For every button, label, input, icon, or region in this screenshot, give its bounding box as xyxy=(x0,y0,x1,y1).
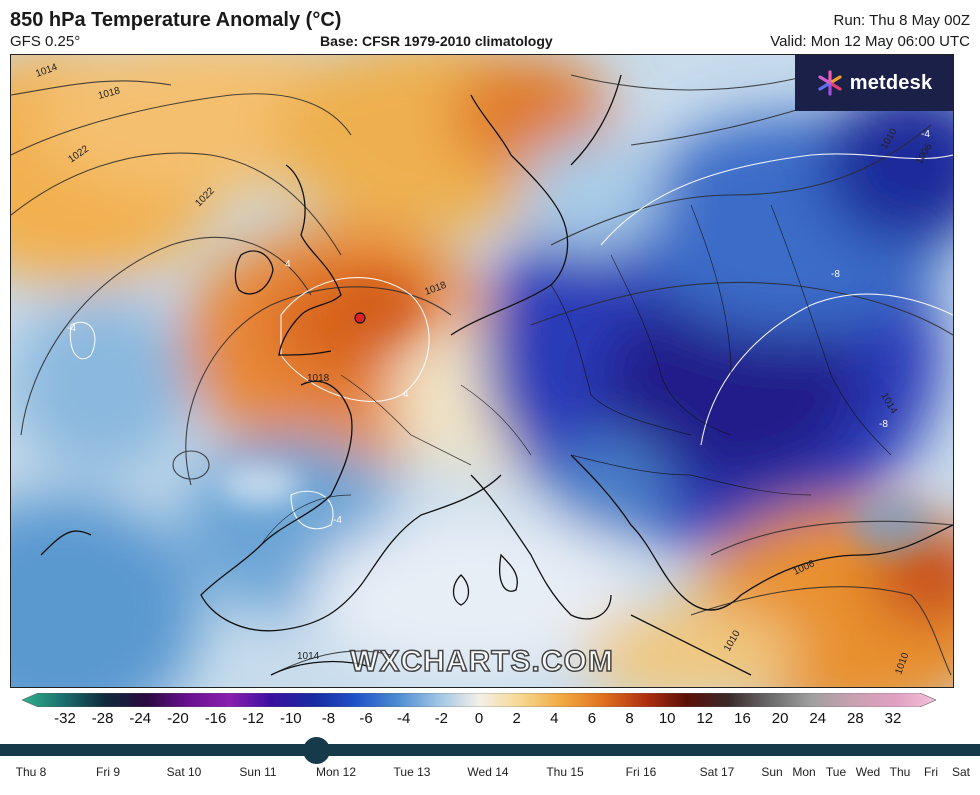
timeline-day-0[interactable]: Thu 8 xyxy=(15,765,47,779)
timeline-day-11[interactable]: Mon xyxy=(792,765,816,779)
colorbar-tick-label: -8 xyxy=(321,710,336,727)
colorbar-tick-label: 6 xyxy=(587,710,597,727)
map-canvas: 1014 1018 1022 1022 1018 1018 1010 1006 … xyxy=(11,55,953,687)
chart-title: 850 hPa Temperature Anomaly (°C) xyxy=(10,9,342,31)
model-label: GFS 0.25° xyxy=(10,33,81,50)
colorbar-tick-label: -10 xyxy=(279,710,302,727)
watermark: WXCHARTS.COM xyxy=(349,644,614,679)
colorbar-tick-label: -12 xyxy=(242,710,265,727)
anomaly-label: -4 xyxy=(921,129,930,140)
timeline-day-7[interactable]: Thu 15 xyxy=(546,765,584,779)
timeline-day-8[interactable]: Fri 16 xyxy=(625,765,657,779)
country-borders xyxy=(260,204,892,546)
timeline-day-16[interactable]: Sat xyxy=(951,765,971,779)
anomaly-field xyxy=(11,55,953,687)
run-time: Run: Thu 8 May 00Z xyxy=(833,12,970,29)
isobar-label: 1018 xyxy=(307,373,330,384)
timeline-day-14[interactable]: Thu xyxy=(889,765,911,779)
location-marker[interactable] xyxy=(354,312,366,324)
timeline-day-9[interactable]: Sat 17 xyxy=(699,765,735,779)
timeline-day-6[interactable]: Wed 14 xyxy=(467,765,509,779)
colorbar-labels: -32 -28 -24 -20 -16 -12 -10 -8 -6 -4 -2 0 2 4 6 8 10 12 16… xyxy=(0,710,980,730)
colorbar-tick-label: 28 xyxy=(847,710,864,727)
timeline-day-15[interactable]: Fri xyxy=(924,765,938,779)
timeline-day-5[interactable]: Tue 13 xyxy=(393,765,431,779)
colorbar-tick-label: 12 xyxy=(696,710,714,727)
anomaly-map[interactable]: 1014 1018 1022 1022 1018 1018 1010 1006 … xyxy=(10,54,954,688)
colorbar-tick-label: 16 xyxy=(734,710,751,727)
colorbar-tick-label: -24 xyxy=(129,710,152,727)
anomaly-label: -4 xyxy=(333,515,342,526)
timeline-day-12[interactable]: Tue xyxy=(825,765,847,779)
timeline-day-1[interactable]: Fri 9 xyxy=(96,765,120,779)
colorbar-tick-label: -6 xyxy=(359,710,373,727)
metdesk-spark-icon xyxy=(818,70,842,96)
climatology-base: Base: CFSR 1979-2010 climatology xyxy=(320,33,553,49)
timeline-day-3[interactable]: Sun 11 xyxy=(239,765,277,779)
timeline-slider-handle[interactable] xyxy=(303,737,330,764)
colorbar-tick-label: -2 xyxy=(434,710,449,727)
isobar-label: 1014 xyxy=(297,651,320,662)
colorbar-tick-label: -32 xyxy=(54,710,76,727)
colorbar-tick-label: 24 xyxy=(809,710,827,727)
timeline-track[interactable] xyxy=(0,744,980,756)
timeline-days: Thu 8 Fri 9 Sat 10 Sun 11 Mon 12 Tue 13 Wed 14… xyxy=(0,765,980,785)
timeline-day-4[interactable]: Mon 12 xyxy=(315,765,357,779)
colorbar-tick-label: -28 xyxy=(91,710,114,727)
colorbar-tick-label: 8 xyxy=(625,710,634,727)
coastlines xyxy=(40,74,953,676)
timeline-day-10[interactable]: Sun xyxy=(761,765,783,779)
anomaly-label: 4 xyxy=(285,259,291,270)
logo-text: metdesk xyxy=(849,71,933,94)
chart-header: 850 hPa Temperature Anomaly (°C) GFS 0.2… xyxy=(0,0,980,54)
timeline-day-13[interactable]: Wed xyxy=(855,765,881,779)
colorbar-tick-label: -16 xyxy=(204,710,227,727)
colorbar-tick-label: -4 xyxy=(397,710,411,727)
timeline-day-2[interactable]: Sat 10 xyxy=(166,765,202,779)
anomaly-label: 4 xyxy=(403,389,409,400)
anomaly-label: -4 xyxy=(67,323,76,334)
valid-time: Valid: Mon 12 May 06:00 UTC xyxy=(770,33,970,50)
anomaly-contours xyxy=(69,153,953,530)
colorbar-tick-label: 2 xyxy=(512,710,521,727)
colorbar-tick-label: 20 xyxy=(771,710,789,727)
isobars xyxy=(11,74,953,676)
colorbar-svg xyxy=(21,692,937,708)
colorbar-tick-label: 0 xyxy=(474,710,484,727)
anomaly-label: -8 xyxy=(831,269,840,280)
colorbar-tick-label: 10 xyxy=(658,710,676,727)
anomaly-label: -8 xyxy=(879,419,888,430)
colorbar xyxy=(21,692,937,708)
colorbar-tick-label: 4 xyxy=(550,710,559,727)
anomaly-label-group: -4 -4 -8 -8 4 4 -4 xyxy=(67,129,930,526)
metdesk-logo: metdesk xyxy=(795,55,953,111)
colorbar-tick-label: 32 xyxy=(884,710,902,727)
colorbar-tick-label: -20 xyxy=(167,710,189,727)
